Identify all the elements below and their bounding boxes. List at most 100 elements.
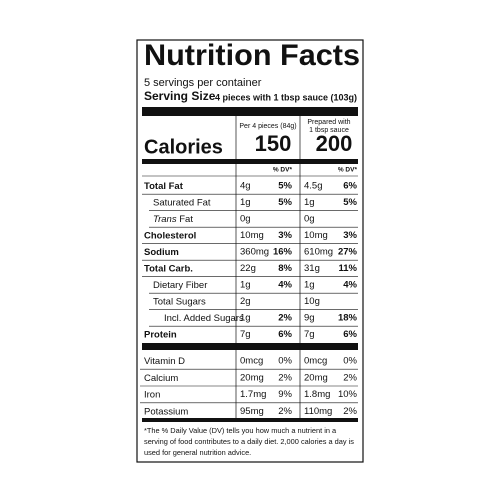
nutrient-label-text: Saturated Fat	[153, 197, 211, 208]
amount: 4.5g	[304, 181, 323, 192]
amount: 1.8mg	[304, 389, 330, 400]
amount: 0mcg	[240, 356, 263, 367]
amount: 22g	[240, 263, 256, 274]
amount: 9g	[304, 313, 315, 324]
daily-value: 9%	[278, 389, 292, 400]
daily-value: 6%	[343, 181, 357, 192]
nutrient-label-text: Iron	[144, 389, 160, 400]
daily-value: 0%	[278, 356, 292, 367]
amount: 0g	[240, 214, 251, 225]
dv-header: % DV*	[338, 167, 358, 174]
nutrient-label-text: Sodium	[144, 247, 179, 258]
nutrient-label: Saturated Fat	[153, 197, 211, 208]
amount: 610mg	[304, 247, 333, 258]
daily-value: 2%	[278, 372, 292, 383]
daily-value: 2%	[343, 372, 357, 383]
medium-rule	[142, 159, 358, 164]
nutrient-label-text: Total Sugars	[153, 296, 206, 307]
amount: 95mg	[240, 406, 264, 417]
nutrient-label-text: Potassium	[144, 406, 188, 417]
amount: 360mg	[240, 247, 269, 258]
amount: 31g	[304, 263, 320, 274]
daily-value: 6%	[278, 329, 292, 340]
amount: 0mcg	[304, 356, 327, 367]
amount: 1g	[240, 197, 251, 208]
dv-header: % DV*	[273, 167, 293, 174]
nutrient-label: Cholesterol	[144, 230, 196, 241]
nutrient-label-text: Total Carb.	[144, 263, 193, 274]
nutrient-label-text: Fat	[179, 214, 193, 225]
daily-value: 18%	[338, 313, 358, 324]
daily-value: 27%	[338, 247, 358, 258]
servings: 5 servings per container	[144, 77, 262, 89]
medium-rule	[142, 418, 358, 422]
amount: 110mg	[304, 406, 332, 417]
nutrient-label: Calcium	[144, 372, 178, 383]
amount: 1g	[240, 313, 251, 324]
nutrient-label: Incl. Added Sugars	[164, 313, 244, 324]
daily-value: 8%	[278, 263, 292, 274]
footnote: used for general nutrition advice.	[144, 448, 251, 457]
nutrient-label-text: Dietary Fiber	[153, 280, 207, 291]
daily-value: 2%	[343, 406, 357, 417]
nutrient-label: Total Fat	[144, 181, 184, 192]
daily-value: 3%	[343, 230, 357, 241]
nutrient-label-text: Protein	[144, 329, 177, 340]
nutrient-label-text: Incl. Added Sugars	[164, 313, 244, 324]
calories-label: Calories	[144, 136, 223, 158]
title: Nutrition Facts	[144, 39, 360, 72]
amount: 10mg	[304, 230, 328, 241]
daily-value: 6%	[343, 329, 357, 340]
amount: 10g	[304, 296, 320, 307]
footnote: serving of food contributes to a daily d…	[144, 437, 354, 446]
daily-value: 5%	[278, 197, 292, 208]
serving-size-label: Serving Size	[144, 89, 216, 103]
nutrient-label: Potassium	[144, 406, 188, 417]
amount: 7g	[304, 329, 315, 340]
nutrient-label: Iron	[144, 389, 160, 400]
amount: 20mg	[304, 372, 328, 383]
amount: 1g	[304, 197, 315, 208]
amount: 0g	[304, 214, 315, 225]
amount: 4g	[240, 181, 251, 192]
amount: 10mg	[240, 230, 264, 241]
nutrient-label: Total Carb.	[144, 263, 193, 274]
thick-rule	[142, 107, 358, 116]
nutrient-label: Total Sugars	[153, 296, 206, 307]
footnote: *The % Daily Value (DV) tells you how mu…	[144, 426, 337, 435]
amount: 1g	[240, 280, 251, 291]
daily-value: 5%	[343, 197, 357, 208]
daily-value: 4%	[343, 280, 357, 291]
label-border	[136, 39, 364, 463]
amount: 20mg	[240, 372, 264, 383]
nutrient-label: Vitamin D	[144, 356, 185, 367]
nutrient-label-prefix: Trans	[153, 214, 177, 225]
nutrient-label-text: Cholesterol	[144, 230, 196, 241]
nutrient-label-text: Vitamin D	[144, 356, 185, 367]
calories-value: 200	[316, 131, 353, 156]
nutrient-label-text: Calcium	[144, 372, 178, 383]
nutrient-label-text: Total Fat	[144, 181, 184, 192]
daily-value: 0%	[343, 356, 357, 367]
daily-value: 2%	[278, 406, 292, 417]
column-header: 1 tbsp sauce	[309, 127, 349, 134]
daily-value: 3%	[278, 230, 292, 241]
daily-value: 11%	[339, 263, 358, 274]
calories-value: 150	[255, 131, 292, 156]
amount: 2g	[240, 296, 251, 307]
amount: 1.7mg	[240, 389, 266, 400]
daily-value: 2%	[278, 313, 292, 324]
nutrient-label: Protein	[144, 329, 177, 340]
nutrient-label: Dietary Fiber	[153, 280, 207, 291]
amount: 1g	[304, 280, 315, 291]
column-header: Per 4 pieces (84g)	[239, 123, 296, 130]
daily-value: 16%	[273, 247, 293, 258]
daily-value: 5%	[278, 181, 292, 192]
amount: 7g	[240, 329, 251, 340]
serving-size: 4 pieces with 1 tbsp sauce (103g)	[215, 92, 357, 102]
nutrient-label: Trans Fat	[153, 214, 193, 225]
daily-value: 10%	[338, 389, 358, 400]
daily-value: 4%	[278, 280, 292, 291]
thick-rule	[142, 343, 358, 350]
